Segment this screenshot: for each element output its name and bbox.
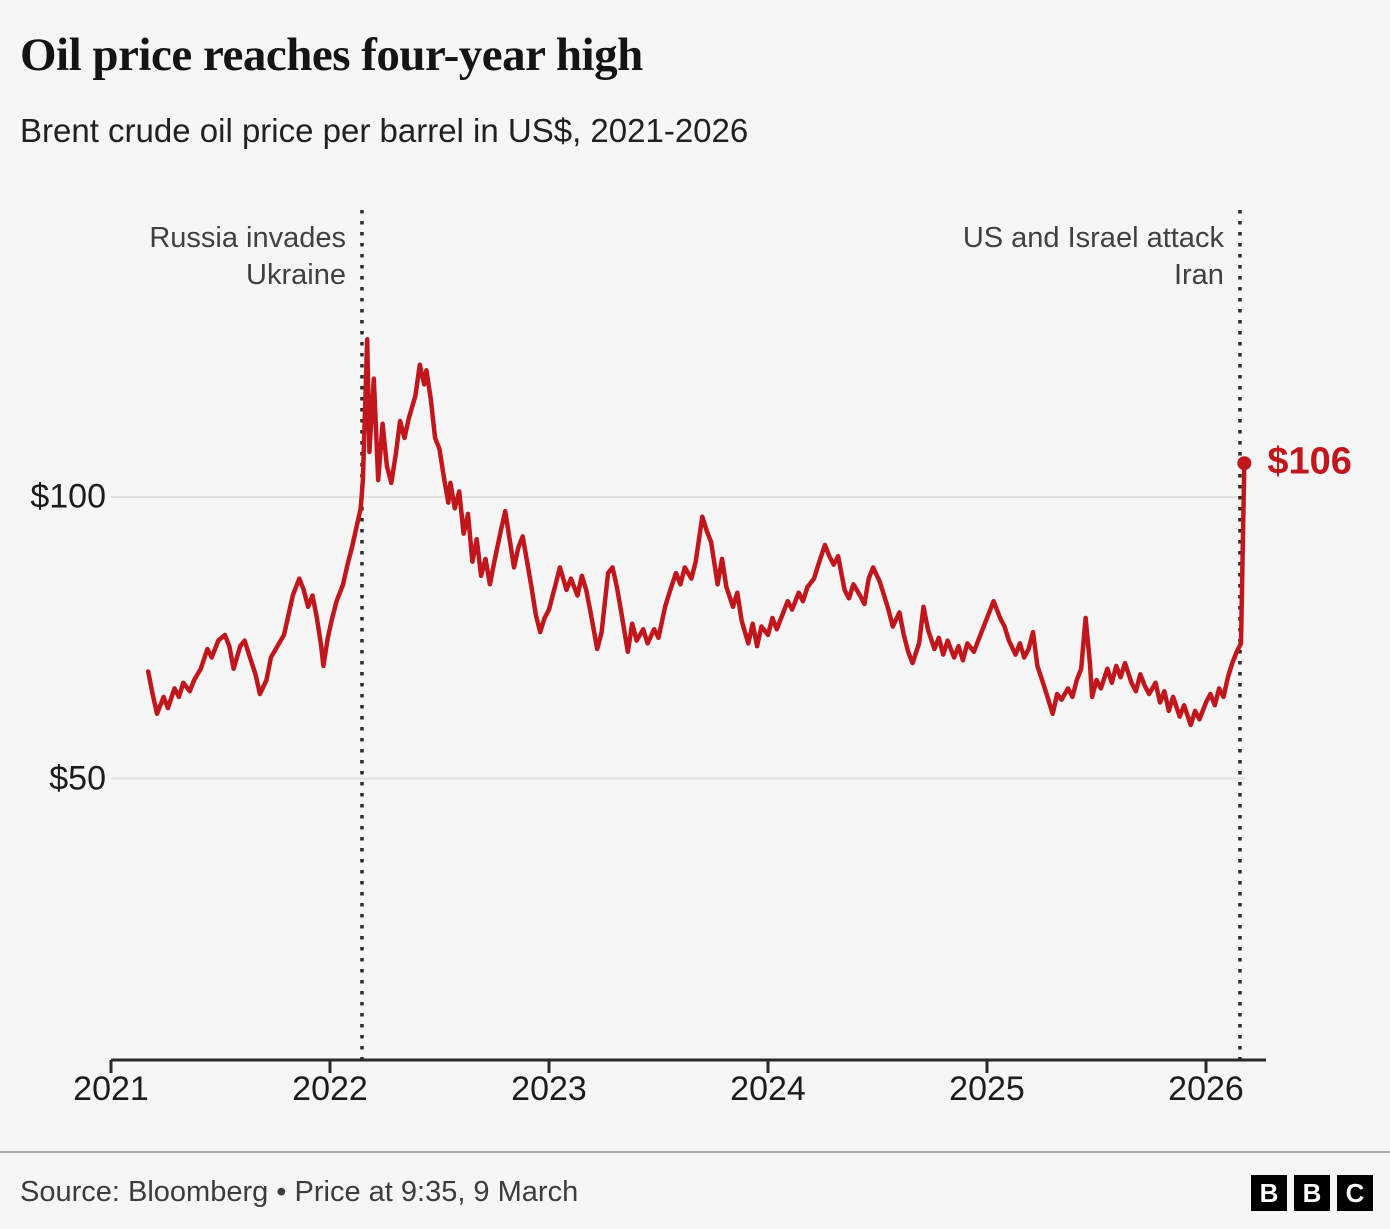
page-title: Oil price reaches four-year high (20, 29, 643, 81)
y-tick-label: $100 (30, 477, 106, 516)
footer-divider (0, 1151, 1390, 1153)
x-tick-label: 2021 (73, 1070, 149, 1108)
x-tick-label: 2024 (730, 1070, 806, 1108)
bbc-logo: B B C (1251, 1175, 1373, 1211)
bbc-logo-block-2: B (1294, 1175, 1330, 1211)
x-axis-ticks (109, 1060, 1208, 1073)
event-marker-lines (360, 210, 1242, 1060)
y-tick-label: $50 (49, 759, 106, 797)
latest-price-dot (1237, 456, 1252, 471)
annotation-us-israel-iran: US and Israel attack Iran (962, 222, 1224, 291)
x-tick-label: 2022 (292, 1070, 368, 1108)
x-tick-label: 2025 (949, 1070, 1025, 1108)
gridlines (111, 496, 1245, 780)
x-tick-label: 2026 (1168, 1070, 1244, 1108)
source-caption: Source: Bloomberg • Price at 9:35, 9 Mar… (20, 1176, 579, 1208)
bbc-logo-block-3: C (1337, 1175, 1373, 1211)
annotation-russia-ukraine: Russia invades Ukraine (149, 222, 346, 291)
x-tick-label: 2023 (511, 1070, 587, 1108)
price-line (145, 337, 1247, 728)
chart-subtitle: Brent crude oil price per barrel in US$,… (20, 112, 749, 149)
bbc-logo-block-1: B (1251, 1175, 1287, 1211)
latest-price-label: $106 (1267, 440, 1352, 483)
